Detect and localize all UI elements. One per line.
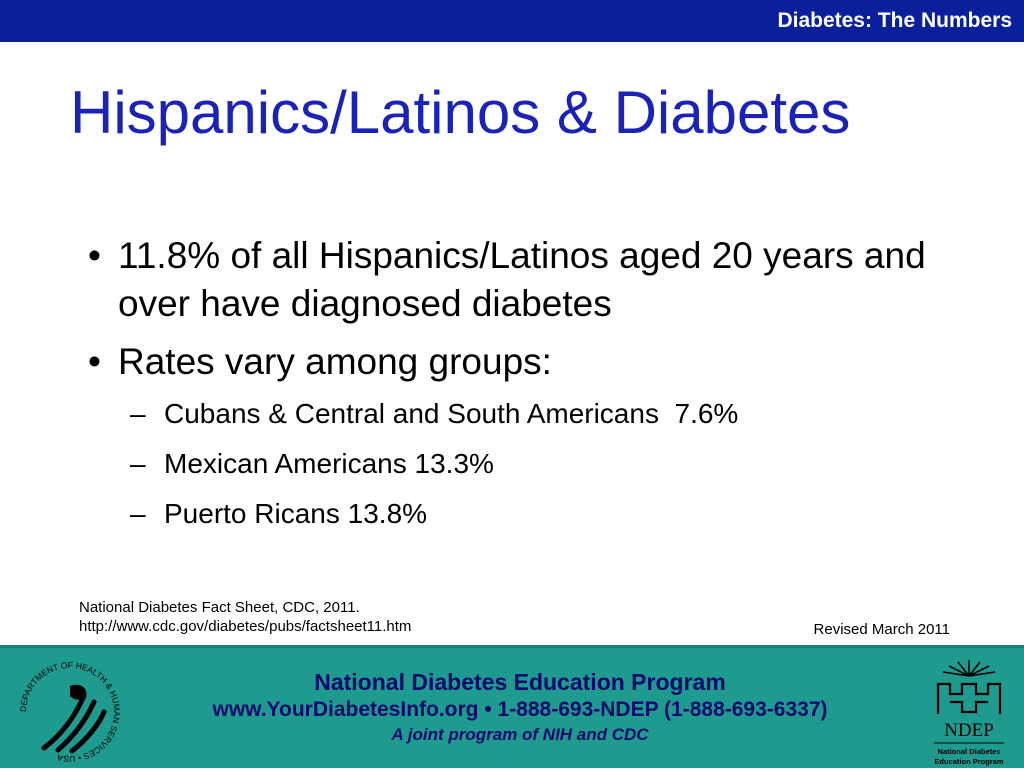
sub-bullet-item: – Mexican Americans 13.3% xyxy=(88,446,988,482)
ndep-logo-icon: NDEP National Diabetes Education Program xyxy=(934,660,1004,766)
program-tagline: A joint program of NIH and CDC xyxy=(391,725,649,744)
bullet-item: • Rates vary among groups: xyxy=(88,338,988,386)
header-bar: Diabetes: The Numbers xyxy=(0,0,1024,42)
source-citation: National Diabetes Fact Sheet, CDC, 2011.… xyxy=(79,598,411,636)
footer-text-block: National Diabetes Education Program www.… xyxy=(140,668,900,746)
sub-bullet-marker: – xyxy=(130,398,146,429)
footer-band: DEPARTMENT OF HEALTH & HUMAN SERVICES • … xyxy=(0,645,1024,768)
sub-bullet-marker: – xyxy=(130,498,146,529)
bullet-marker: • xyxy=(88,235,101,276)
bullet-list: • 11.8% of all Hispanics/Latinos aged 20… xyxy=(88,232,988,546)
sub-bullet-text: Mexican Americans 13.3% xyxy=(164,448,494,479)
sub-bullet-marker: – xyxy=(130,448,146,479)
sub-bullet-item: – Cubans & Central and South Americans 7… xyxy=(88,396,988,432)
bullet-text: 11.8% of all Hispanics/Latinos aged 20 y… xyxy=(118,235,926,324)
sub-bullet-text: Cubans & Central and South Americans 7.6… xyxy=(164,398,739,429)
section-label: Diabetes: The Numbers xyxy=(777,9,1012,32)
bullet-text: Rates vary among groups: xyxy=(118,341,552,382)
bullet-item: • 11.8% of all Hispanics/Latinos aged 20… xyxy=(88,232,988,328)
slide-title: Hispanics/Latinos & Diabetes xyxy=(70,79,851,146)
ndep-line2: Education Program xyxy=(934,757,1004,766)
bullet-marker: • xyxy=(88,341,101,382)
sub-bullet-text: Puerto Ricans 13.8% xyxy=(164,498,428,529)
ndep-acronym: NDEP xyxy=(944,720,994,741)
revised-date: Revised March 2011 xyxy=(813,621,950,638)
program-name: National Diabetes Education Program xyxy=(314,669,726,695)
hhs-seal-icon: DEPARTMENT OF HEALTH & HUMAN SERVICES • … xyxy=(18,660,122,764)
source-url: http://www.cdc.gov/diabetes/pubs/factshe… xyxy=(79,618,412,635)
contact-line: www.YourDiabetesInfo.org • 1-888-693-NDE… xyxy=(212,698,828,721)
sub-bullet-item: – Puerto Ricans 13.8% xyxy=(88,496,988,532)
source-line: National Diabetes Fact Sheet, CDC, 2011. xyxy=(79,599,360,616)
ndep-line1: National Diabetes xyxy=(938,747,1001,756)
